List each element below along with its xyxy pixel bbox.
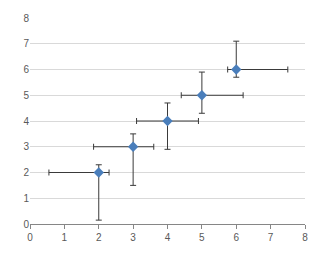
svg-text:8: 8 bbox=[23, 13, 29, 24]
svg-text:3: 3 bbox=[130, 232, 136, 243]
svg-text:5: 5 bbox=[199, 232, 205, 243]
svg-text:2: 2 bbox=[23, 167, 29, 178]
svg-text:5: 5 bbox=[23, 90, 29, 101]
svg-text:0: 0 bbox=[27, 232, 33, 243]
svg-text:7: 7 bbox=[23, 38, 29, 49]
svg-text:2: 2 bbox=[96, 232, 102, 243]
svg-text:4: 4 bbox=[165, 232, 171, 243]
svg-text:1: 1 bbox=[62, 232, 68, 243]
svg-text:3: 3 bbox=[23, 141, 29, 152]
svg-text:4: 4 bbox=[23, 116, 29, 127]
svg-text:6: 6 bbox=[23, 64, 29, 75]
svg-text:0: 0 bbox=[23, 219, 29, 230]
svg-text:6: 6 bbox=[233, 232, 239, 243]
svg-text:1: 1 bbox=[23, 193, 29, 204]
svg-text:7: 7 bbox=[268, 232, 274, 243]
svg-text:8: 8 bbox=[302, 232, 308, 243]
